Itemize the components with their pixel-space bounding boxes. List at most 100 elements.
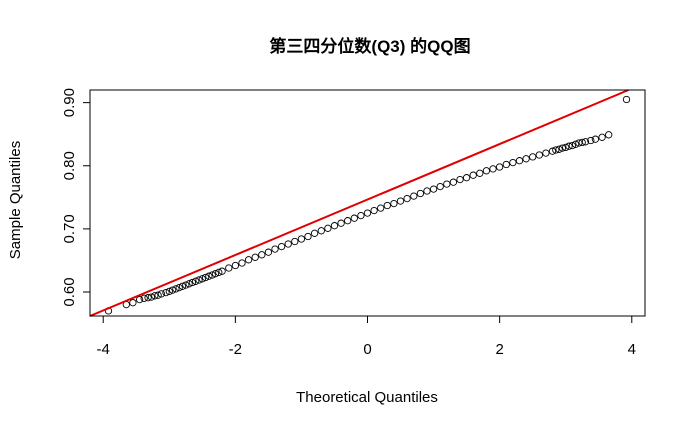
x-tick-label: -2 xyxy=(229,341,242,358)
data-point xyxy=(291,237,299,246)
data-point xyxy=(205,272,213,280)
data-point xyxy=(140,294,148,302)
data-point xyxy=(605,131,613,139)
data-point xyxy=(622,95,631,104)
data-point xyxy=(264,248,273,256)
data-point xyxy=(182,281,190,289)
data-point xyxy=(509,158,517,167)
data-point xyxy=(416,189,425,198)
data-point xyxy=(568,141,576,150)
data-point xyxy=(357,211,365,220)
qq-reference-line xyxy=(89,89,629,317)
data-point xyxy=(192,277,200,285)
data-point xyxy=(489,165,497,173)
data-point xyxy=(482,167,491,175)
data-point xyxy=(476,169,484,177)
data-point xyxy=(154,291,162,299)
data-point xyxy=(598,133,606,141)
data-point xyxy=(535,151,543,159)
x-tick-label: -4 xyxy=(97,341,110,358)
data-point xyxy=(324,224,332,232)
data-point xyxy=(244,256,253,264)
data-point xyxy=(317,227,325,235)
data-point xyxy=(330,222,339,230)
data-point xyxy=(165,287,173,296)
y-tick-label: 0.60 xyxy=(61,277,78,306)
data-point xyxy=(297,235,306,243)
data-point xyxy=(271,245,279,253)
data-point xyxy=(208,271,216,279)
data-point xyxy=(390,199,398,208)
data-point xyxy=(555,145,563,153)
points-layer xyxy=(104,95,631,315)
data-point xyxy=(198,275,206,283)
data-point xyxy=(370,206,378,215)
reference-line-layer xyxy=(89,89,629,317)
x-tick-label: 4 xyxy=(628,341,636,358)
data-point xyxy=(147,293,156,301)
data-point xyxy=(443,180,451,188)
x-tick-label: 2 xyxy=(495,341,503,358)
data-point xyxy=(542,149,550,157)
data-point xyxy=(185,280,193,288)
x-axis: -4 -2 0 2 4 xyxy=(97,315,636,358)
data-point xyxy=(377,204,385,212)
data-point xyxy=(284,240,292,248)
data-point xyxy=(403,194,411,203)
data-point xyxy=(529,153,537,161)
data-point xyxy=(211,270,220,278)
data-point xyxy=(201,273,210,282)
data-point xyxy=(522,155,530,163)
data-point xyxy=(495,163,504,171)
data-point xyxy=(277,242,286,251)
data-point xyxy=(456,175,464,184)
data-point xyxy=(383,201,391,210)
data-point xyxy=(396,197,405,205)
y-axis: 0.60 0.70 0.80 0.90 xyxy=(61,88,91,307)
y-axis-label: Sample Quantiles xyxy=(7,141,24,259)
data-point xyxy=(429,185,438,193)
data-point xyxy=(225,264,233,272)
data-point xyxy=(310,229,319,237)
data-point xyxy=(251,253,259,261)
data-point xyxy=(558,144,567,152)
data-point xyxy=(565,142,573,150)
data-point xyxy=(215,268,223,277)
data-point xyxy=(515,157,524,165)
x-tick-label: 0 xyxy=(363,341,371,358)
data-point xyxy=(218,267,226,275)
data-point xyxy=(423,187,431,195)
data-point xyxy=(363,209,372,217)
y-tick-label: 0.80 xyxy=(61,151,78,180)
data-point xyxy=(337,219,345,227)
data-point xyxy=(129,299,137,307)
data-point xyxy=(157,290,166,298)
data-point xyxy=(410,192,418,200)
y-tick-label: 0.70 xyxy=(61,214,78,243)
data-point xyxy=(344,217,352,225)
data-point xyxy=(195,276,203,284)
data-point xyxy=(231,261,240,270)
data-point xyxy=(571,140,580,148)
data-point xyxy=(135,295,144,304)
data-point xyxy=(462,174,471,182)
data-point xyxy=(449,178,458,186)
data-point xyxy=(304,232,312,241)
data-point xyxy=(587,136,595,145)
data-point xyxy=(552,146,560,154)
x-axis-label: Theoretical Quantiles xyxy=(296,389,438,406)
data-point xyxy=(562,143,570,152)
data-point xyxy=(548,147,557,155)
data-point xyxy=(151,292,159,300)
data-point xyxy=(144,294,152,302)
data-point xyxy=(350,214,358,222)
data-point xyxy=(502,160,510,169)
data-point xyxy=(436,182,444,191)
data-point xyxy=(168,286,177,294)
y-tick-label: 0.90 xyxy=(61,88,78,117)
data-point xyxy=(591,135,600,143)
data-point xyxy=(258,251,266,259)
data-point xyxy=(578,138,586,147)
data-point xyxy=(175,283,183,292)
